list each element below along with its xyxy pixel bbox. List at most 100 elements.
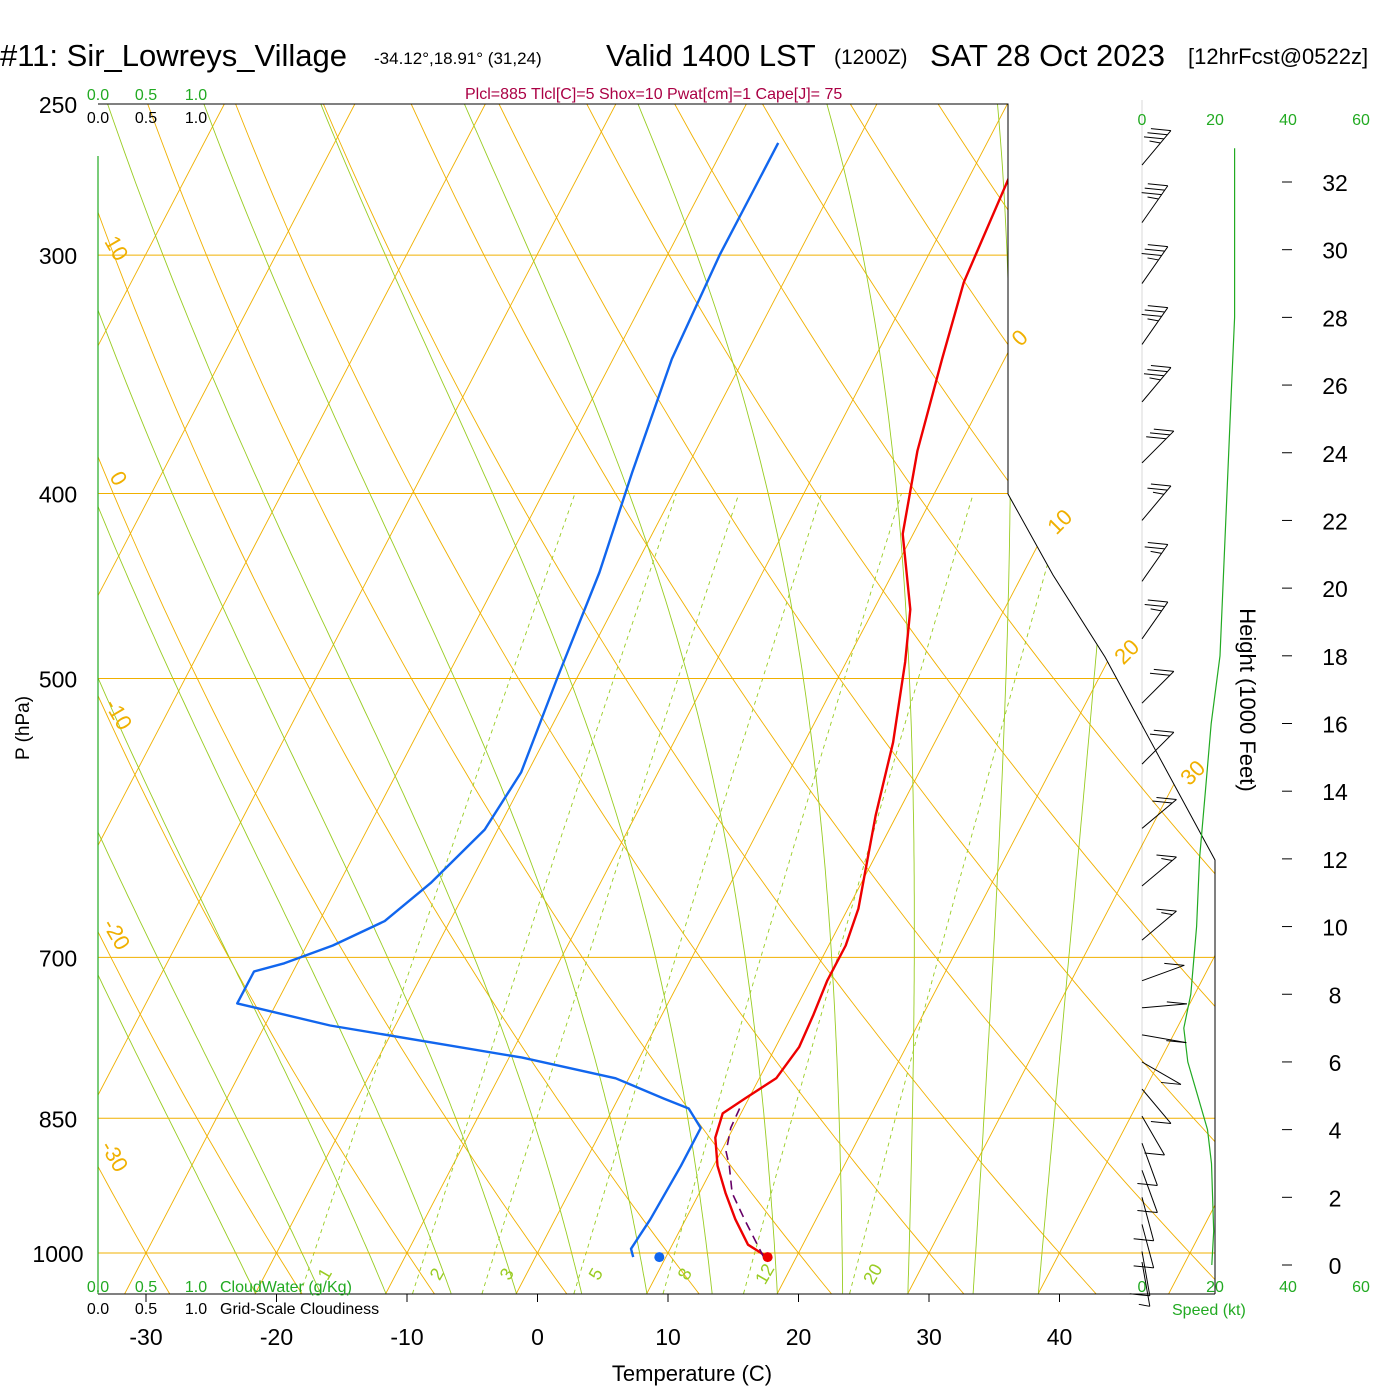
cloudiness-bottom-tick: 0.5 (135, 1301, 157, 1318)
dry-adiabat-line (147, 104, 838, 1294)
wind-barb-staff (1141, 601, 1169, 640)
moist-adiabat-line (972, 104, 1011, 1294)
pressure-tick-label: 1000 (32, 1241, 83, 1267)
pressure-tick-label: 850 (39, 1106, 77, 1132)
wind-speed-top-tick: 60 (1352, 112, 1370, 129)
height-axis-title: Height (1000 Feet) (1235, 608, 1260, 791)
isotherm-line (98, 104, 225, 1294)
wind-barb-flag (1147, 487, 1168, 491)
wind-barb-flag (1166, 1040, 1187, 1044)
y-axis-title: P (hPa) (13, 696, 34, 760)
wind-barb-flag (1129, 1293, 1150, 1297)
wind-barb-flag (1141, 192, 1162, 196)
mixing-ratio-label: 12 (751, 1260, 778, 1287)
height-tick-label: 28 (1322, 305, 1348, 331)
height-tick-label: 26 (1322, 373, 1348, 399)
wind-barb-staff (1141, 1251, 1151, 1296)
wind-barb-staff (1141, 246, 1169, 284)
cloud-water-top-tick: 0.5 (135, 87, 157, 104)
wind-barb-flag (1146, 436, 1167, 440)
wind-barb-flag (1156, 908, 1177, 912)
cloudiness-top-tick: 0.5 (135, 110, 157, 127)
wind-barb-flag (1147, 183, 1168, 187)
wind-barb-staff (1141, 1003, 1187, 1009)
moist-adiabat-line (463, 104, 778, 1294)
mixing-ratio-line (740, 493, 974, 1294)
wind-speed-top-tick: 20 (1206, 112, 1224, 129)
wind-barb-flag (1160, 1081, 1182, 1085)
pressure-tick-label: 700 (39, 945, 77, 971)
wind-barb-flag (1147, 257, 1159, 261)
temperature-tick-label: 30 (916, 1324, 942, 1350)
wind-barb-staff (1141, 910, 1177, 941)
cloudiness-bottom-tick: 1.0 (185, 1301, 207, 1318)
top-aux-ticks: 0.00.00.50.51.01.00.00.00.50.51.01.00020… (87, 87, 1370, 1318)
sounding-params: Plcl=885 Tlcl[C]=5 Shox=10 Pwat[cm]=1 Ca… (465, 86, 842, 103)
wind-barb-flag (1147, 369, 1168, 373)
wind-speed-label: Speed (kt) (1172, 1302, 1246, 1319)
dry-adiabat-line (1377, 104, 1400, 1301)
wind-barb-staff (1141, 130, 1172, 166)
dry-adiabat-label: 30 (1175, 755, 1210, 790)
wind-speed-bottom-tick: 60 (1352, 1279, 1370, 1296)
height-tick-label: 10 (1322, 915, 1348, 941)
pressure-tick-label: 500 (39, 667, 77, 693)
wind-barb-flag (1144, 546, 1165, 550)
mixing-ratio-line (479, 493, 740, 1294)
forecast-info: [12hrFcst@0522z] (1188, 44, 1368, 69)
temperature-tick-label: -20 (260, 1324, 293, 1350)
dry-adiabat-line (1025, 104, 1215, 1294)
moist-adiabat-line (320, 104, 713, 1294)
wind-barb-staff (1141, 307, 1169, 345)
wind-panel (1129, 100, 1236, 1307)
cloudiness-top-tick: 0.0 (87, 110, 109, 127)
wind-barb-flag (1150, 483, 1171, 487)
wind-speed-bottom-tick: 40 (1279, 1279, 1297, 1296)
wind-barb-flag (1166, 1001, 1187, 1005)
wind-barb-flag (1152, 491, 1165, 495)
moist-adiabat-line (203, 104, 648, 1294)
temperature-profile-line (714, 142, 1025, 1259)
wind-barb-flag (1144, 603, 1165, 607)
moist-adiabat-line (1037, 104, 1136, 1294)
mixing-ratio-label: 5 (585, 1265, 607, 1284)
moist-adiabat-line (98, 104, 452, 1294)
wind-barb-flag (1144, 187, 1165, 191)
dry-adiabat-label: 10 (100, 231, 134, 265)
height-tick-label: 8 (1329, 982, 1342, 1008)
isotherm-line (772, 104, 1215, 1294)
isotherm-line (120, 104, 747, 1294)
cloud-water-top-tick: 0.0 (87, 87, 109, 104)
wind-barb-flag (1133, 1238, 1154, 1242)
sounding-profiles (235, 142, 1025, 1263)
wind-barb-flag (1144, 248, 1165, 252)
height-tick-label: 14 (1322, 779, 1348, 805)
wind-barb-flag (1153, 729, 1174, 733)
dry-adiabat-line (410, 104, 1215, 1294)
wind-barb-flag (1144, 1152, 1165, 1156)
dry-adiabat-line (586, 104, 1215, 1294)
isotherm-line (98, 104, 356, 1294)
station-coords: -34.12°,18.91° (31,24) (374, 49, 542, 68)
wind-barb-staff (1141, 1034, 1187, 1044)
wind-barb-staff (1141, 799, 1177, 829)
dry-adiabat-line (235, 104, 971, 1294)
height-tick-label: 12 (1322, 847, 1348, 873)
mixing-ratio-line (297, 493, 576, 1294)
wind-barb-flag (1143, 373, 1165, 377)
mixing-ratio-label: 2 (426, 1265, 448, 1284)
isotherm-line (903, 104, 1215, 1294)
mixing-ratio-label: 8 (674, 1265, 696, 1284)
cloudiness-bottom-tick: 0.0 (87, 1301, 109, 1318)
dry-adiabat-line (1289, 104, 1400, 1301)
wind-barb-staff (1141, 1088, 1172, 1124)
height-tick-label: 16 (1322, 712, 1348, 738)
dry-adiabat-line (98, 104, 175, 1294)
mixing-ratio-line (847, 493, 1069, 1294)
height-tick-label: 2 (1329, 1185, 1342, 1211)
wind-barb-staff (1141, 544, 1169, 582)
x-axis-title: Temperature (C) (612, 1361, 772, 1386)
wind-speed-top-tick: 0 (1138, 112, 1147, 129)
wind-speed-bottom-tick: 0 (1138, 1279, 1147, 1296)
